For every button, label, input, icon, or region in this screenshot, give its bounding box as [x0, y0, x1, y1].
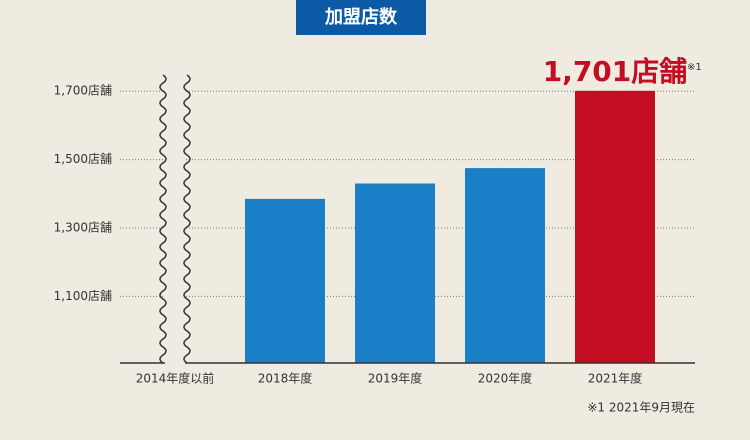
x-tick-label: 2014年度以前 — [136, 371, 215, 386]
break-gap — [165, 70, 185, 365]
note-marker: ※1 — [687, 62, 702, 73]
x-tick-label: 2019年度 — [368, 371, 423, 386]
y-tick-label: 1,300店舗 — [54, 220, 112, 234]
bar — [465, 168, 545, 363]
x-tick-label: 2018年度 — [258, 371, 313, 386]
bar — [575, 90, 655, 363]
title-box — [296, 0, 426, 35]
bar — [245, 198, 325, 363]
footnote: ※1 2021年9月現在 — [587, 401, 695, 415]
break-line — [159, 74, 167, 364]
x-tick-label: 2020年度 — [478, 371, 533, 386]
y-tick-label: 1,700店舗 — [54, 84, 112, 98]
bar — [355, 183, 435, 363]
x-tick-label: 2021年度 — [588, 371, 643, 386]
chart-title: 加盟店数 — [324, 6, 398, 28]
break-line — [183, 74, 191, 364]
y-tick-label: 1,500店舗 — [54, 152, 112, 166]
value-label: 1,701店舗 — [543, 55, 688, 88]
y-tick-label: 1,100店舗 — [54, 289, 112, 303]
